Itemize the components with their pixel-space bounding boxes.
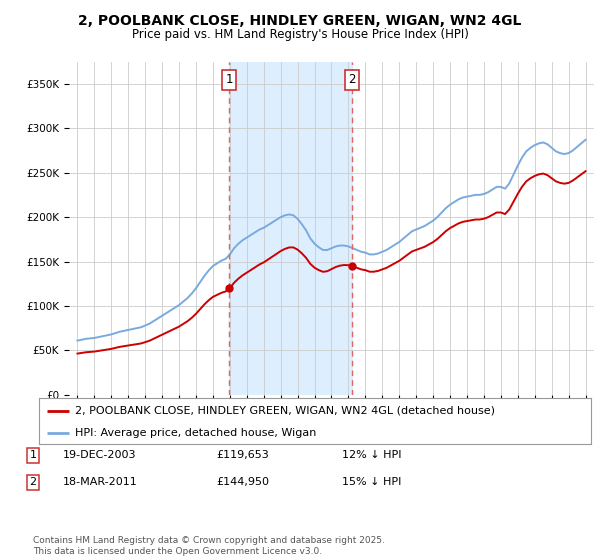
Text: 2: 2 [29, 477, 37, 487]
Text: 1: 1 [226, 73, 233, 86]
Text: 12% ↓ HPI: 12% ↓ HPI [342, 450, 401, 460]
Text: 1: 1 [29, 450, 37, 460]
Text: 15% ↓ HPI: 15% ↓ HPI [342, 477, 401, 487]
Text: £119,653: £119,653 [216, 450, 269, 460]
Text: Contains HM Land Registry data © Crown copyright and database right 2025.
This d: Contains HM Land Registry data © Crown c… [33, 536, 385, 556]
Text: 2, POOLBANK CLOSE, HINDLEY GREEN, WIGAN, WN2 4GL: 2, POOLBANK CLOSE, HINDLEY GREEN, WIGAN,… [79, 14, 521, 28]
Text: 19-DEC-2003: 19-DEC-2003 [63, 450, 137, 460]
Text: 2: 2 [348, 73, 356, 86]
Text: HPI: Average price, detached house, Wigan: HPI: Average price, detached house, Wiga… [75, 428, 316, 437]
Text: 2, POOLBANK CLOSE, HINDLEY GREEN, WIGAN, WN2 4GL (detached house): 2, POOLBANK CLOSE, HINDLEY GREEN, WIGAN,… [75, 405, 495, 416]
Bar [229, 62, 352, 395]
Text: Price paid vs. HM Land Registry's House Price Index (HPI): Price paid vs. HM Land Registry's House … [131, 28, 469, 41]
Text: £144,950: £144,950 [216, 477, 269, 487]
Text: 18-MAR-2011: 18-MAR-2011 [63, 477, 138, 487]
